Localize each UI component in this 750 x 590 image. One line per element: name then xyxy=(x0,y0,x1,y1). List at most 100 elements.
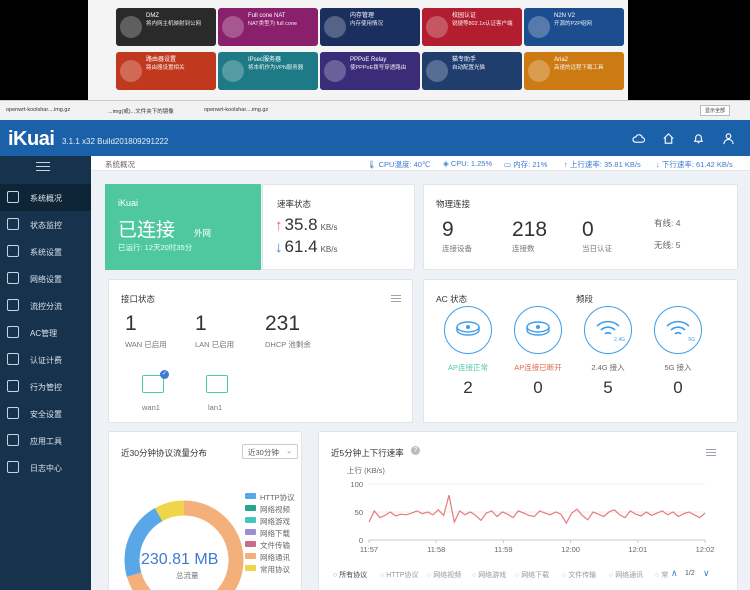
chart-legend-item[interactable]: ○ 文件传输 xyxy=(562,570,596,580)
wan-status-card[interactable]: iKuai 已连接 外网 已运行: 12天20时35分 xyxy=(105,184,261,270)
protocol-legend-item[interactable]: 常用协议 xyxy=(245,564,290,575)
help-icon[interactable]: ? xyxy=(411,446,420,455)
interface-title: 接口状态 xyxy=(121,294,156,304)
protocol-legend-item[interactable]: 网络通讯 xyxy=(245,552,290,563)
plugin-tile[interactable]: 内存管理 内存使用情况 xyxy=(320,8,420,46)
legend-page: 1/2 xyxy=(685,570,695,577)
sidebar-item[interactable]: 系统设置 xyxy=(0,238,91,265)
band-title: 频段 xyxy=(576,294,594,304)
plugin-desc: 锐捷等802.1x认证客户端 xyxy=(452,21,513,27)
plugin-desc: 高速的远程下载工具 xyxy=(554,65,604,71)
sidebar-item-label: 日志中心 xyxy=(30,464,62,473)
plugin-icon xyxy=(222,60,244,82)
chart-legend-item[interactable]: ○ 网络下载 xyxy=(515,570,549,580)
legend-label: HTTP协议 xyxy=(260,493,295,502)
sidebar-item[interactable]: 应用工具 xyxy=(0,427,91,454)
plugin-tile[interactable]: N2N V2 开源的P2P组网 xyxy=(524,8,624,46)
sidebar-item-label: 应用工具 xyxy=(30,437,62,446)
x-tick-label: 12:00 xyxy=(561,545,580,554)
ac-item-value: 0 xyxy=(673,378,683,397)
plugin-tile[interactable]: DMZ 将内网主机映射到公网 xyxy=(116,8,216,46)
wifi-icon[interactable]: 5G xyxy=(654,306,702,354)
chart-menu-icon[interactable] xyxy=(706,449,716,457)
chart-legend-item[interactable]: ○ 网络通讯 xyxy=(609,570,643,580)
wifi-icon[interactable]: 2.4G xyxy=(584,306,632,354)
sidebar-item[interactable]: 状态监控 xyxy=(0,211,91,238)
cloud-icon[interactable] xyxy=(632,132,645,145)
total-traffic-label: 总流量 xyxy=(176,571,199,580)
sidebar-item[interactable]: 系统概况 xyxy=(0,184,91,211)
access-point-icon[interactable] xyxy=(444,306,492,354)
protocol-legend-item[interactable]: 文件传输 xyxy=(245,540,290,551)
chart-legend-item[interactable]: ○ 网络视频 xyxy=(427,570,461,580)
legend-prev-icon[interactable]: ∧ xyxy=(671,568,678,578)
band-badge: 5G xyxy=(688,337,695,343)
user-icon[interactable] xyxy=(722,132,735,145)
dashboard-icon xyxy=(7,191,19,203)
ac-item-value: 2 xyxy=(463,378,473,397)
show-all-downloads-button[interactable]: 显示全部 xyxy=(699,105,730,116)
interface-menu-icon[interactable] xyxy=(391,295,401,303)
chart-legend-item[interactable]: ○ HTTP协议 xyxy=(380,570,418,580)
download-arrow-icon: ↓ xyxy=(656,160,660,169)
chart-legend-item[interactable]: ○ 常 xyxy=(655,570,668,580)
menu-toggle-icon[interactable] xyxy=(36,162,50,172)
sidebar-item[interactable]: 安全设置 xyxy=(0,400,91,427)
sidebar-item-label: AC管理 xyxy=(30,329,58,338)
ethernet-port-icon[interactable] xyxy=(142,375,164,393)
y-tick-label: 50 xyxy=(355,508,363,517)
legend-label: 常用协议 xyxy=(260,565,290,574)
plugin-icon xyxy=(426,16,448,38)
download-item[interactable]: ...img(或)...文件夹下的镜像 xyxy=(108,109,174,115)
download-speed: ↓ 61.4 KB/s xyxy=(275,237,338,257)
ap-device xyxy=(526,321,550,336)
plugin-tile[interactable]: 路由器设置 路由器设置相关 xyxy=(116,52,216,90)
chart-legend-label: 所有协议 xyxy=(339,572,368,579)
top-header: iKuai 3.1.1 x32 Build201809291222 xyxy=(0,120,750,156)
legend-swatch xyxy=(245,505,256,511)
protocol-legend-item[interactable]: 网络游戏 xyxy=(245,516,290,527)
chart-legend-item[interactable]: ○ 网络游戏 xyxy=(472,570,506,580)
access-point-icon[interactable] xyxy=(514,306,562,354)
plugin-icon xyxy=(426,60,448,82)
chart-legend-item[interactable]: ○ 所有协议 xyxy=(333,570,367,580)
up-arrow-icon: ↑ xyxy=(275,217,283,234)
interface-status-card: 接口状态 1 WAN 已启用 1 LAN 已启用 231 DHCP 池剩余 ✓ … xyxy=(108,279,413,423)
ethernet-port-icon[interactable] xyxy=(206,375,228,393)
legend-label: 网络游戏 xyxy=(260,517,290,526)
plugin-tile[interactable]: IPsec服务器 将本机作为VPN服务器 xyxy=(218,52,318,90)
behavior-icon xyxy=(7,380,19,392)
plugin-tile[interactable]: PPPoE Relay 使PPPoE拨号穿透路由 xyxy=(320,52,420,90)
wan-type: 外网 xyxy=(194,228,212,238)
legend-next-icon[interactable]: ∨ xyxy=(703,568,710,578)
plugin-desc: 使PPPoE拨号穿透路由 xyxy=(350,65,407,71)
time-range-value: 近30分钟 xyxy=(248,448,279,457)
time-range-select[interactable]: 近30分钟 ⌄ xyxy=(242,444,298,459)
plugin-tile[interactable]: Aria2 高速的远程下载工具 xyxy=(524,52,624,90)
sidebar-item[interactable]: 流控分流 xyxy=(0,292,91,319)
plugin-tile[interactable]: 校园认证 锐捷等802.1x认证客户端 xyxy=(422,8,522,46)
connections-count[interactable]: 218 xyxy=(512,218,548,241)
download-item[interactable]: openwrt-koolshar....img.gz xyxy=(204,107,269,113)
cpu-stat: ◈ CPU: 1.25% xyxy=(443,159,492,168)
chart-legend-label: 常 xyxy=(661,572,669,579)
plugin-tile[interactable]: 猫专助手 自动配置光猫 xyxy=(422,52,522,90)
plugin-icon xyxy=(324,60,346,82)
protocol-legend-item[interactable]: 网络视频 xyxy=(245,504,290,515)
plugin-tile[interactable]: Full cone NAT NAT类型为 full cone xyxy=(218,8,318,46)
physical-connection-card: 物理连接 9 连接设备 218 连接数 0 当日认证 有线: 4 无线: 5 xyxy=(423,184,738,270)
protocol-legend-item[interactable]: 网络下载 xyxy=(245,528,290,539)
home-icon[interactable] xyxy=(662,132,675,145)
sidebar: 系统概况 状态监控 系统设置 网络设置 流控分流 AC管理认证计费 行为管控 安全设置应用工具… xyxy=(0,156,91,590)
sidebar-item[interactable]: 网络设置 xyxy=(0,265,91,292)
bell-icon[interactable] xyxy=(692,132,705,145)
sidebar-item[interactable]: 行为管控 xyxy=(0,373,91,400)
sidebar-item[interactable]: 认证计费 xyxy=(0,346,91,373)
sidebar-item[interactable]: 日志中心 xyxy=(0,454,91,481)
x-tick-label: 11:58 xyxy=(427,545,445,554)
sidebar-item[interactable]: AC管理 xyxy=(0,319,91,346)
legend-marker-icon: ○ xyxy=(562,572,567,579)
protocol-title: 近30分钟协议流量分布 xyxy=(121,448,207,458)
download-item[interactable]: openwrt-koolshar....img.gz xyxy=(6,107,71,113)
protocol-legend-item[interactable]: HTTP协议 xyxy=(245,492,295,503)
